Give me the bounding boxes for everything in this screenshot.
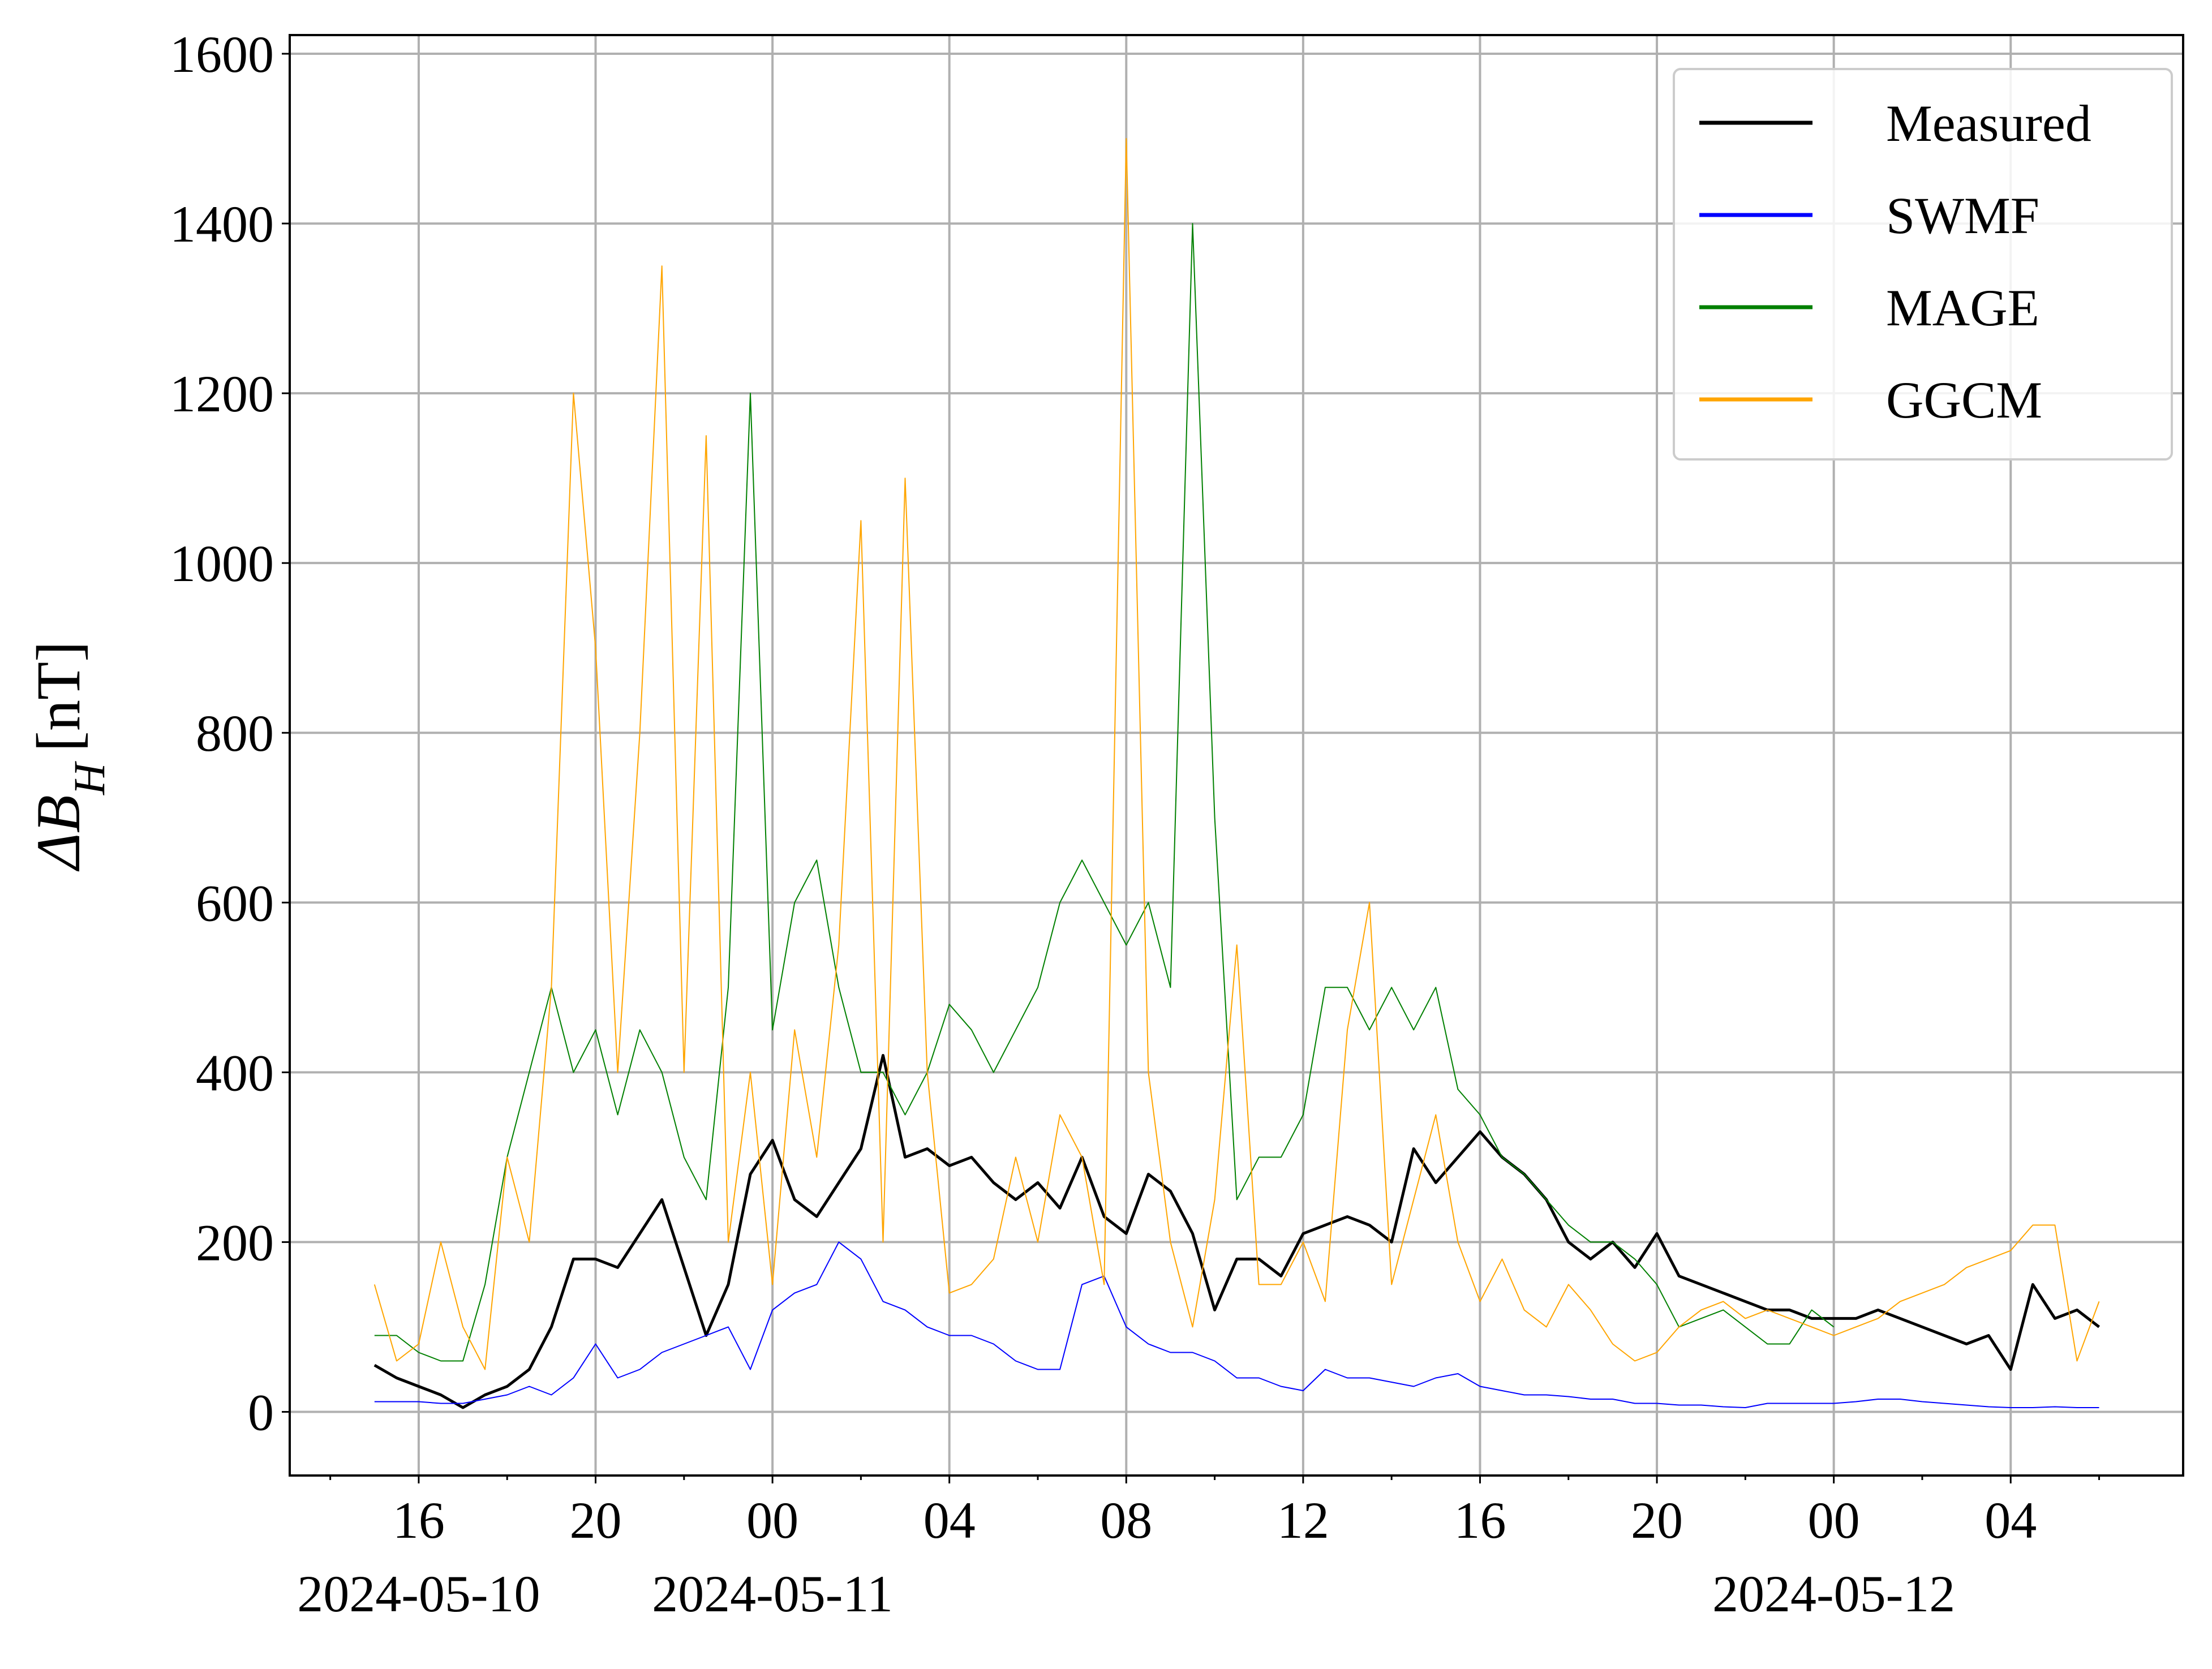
legend: Measured SWMF MAGE GGCM bbox=[1673, 68, 2173, 461]
y-axis-label: ΔBH [nT] bbox=[24, 641, 114, 872]
y-label-subscript: H bbox=[65, 761, 114, 795]
y-tick-label: 1000 bbox=[170, 535, 274, 592]
x-tick-label: 12 bbox=[1277, 1491, 1329, 1549]
x-tick-label: 00 bbox=[1808, 1491, 1860, 1549]
plot-frame bbox=[289, 34, 2184, 1477]
legend-label: GGCM bbox=[1886, 371, 2042, 429]
x-tick-label: 16 bbox=[1454, 1491, 1506, 1549]
y-tick-label: 0 bbox=[248, 1383, 274, 1441]
x-tick-label: 20 bbox=[1631, 1491, 1683, 1549]
legend-label: SWMF bbox=[1886, 187, 2039, 244]
x-date-label: 2024-05-12 bbox=[1712, 1565, 1955, 1623]
x-tick-label: 08 bbox=[1100, 1491, 1152, 1549]
legend-box bbox=[1673, 68, 2173, 461]
x-tick-label: 00 bbox=[746, 1491, 798, 1549]
x-tick-label: 20 bbox=[570, 1491, 622, 1549]
series-line bbox=[374, 1241, 2099, 1408]
y-label-unit: [nT] bbox=[24, 641, 93, 751]
y-tick-label: 400 bbox=[196, 1044, 274, 1102]
y-tick-label: 1400 bbox=[170, 195, 274, 253]
x-tick-label: 16 bbox=[393, 1491, 445, 1549]
x-tick-label: 04 bbox=[1985, 1491, 2037, 1549]
y-tick-label: 600 bbox=[196, 874, 274, 932]
y-tick-label: 1200 bbox=[170, 365, 274, 423]
x-date-label: 2024-05-11 bbox=[652, 1565, 893, 1623]
y-tick-label: 200 bbox=[196, 1214, 274, 1271]
y-tick-label: 1600 bbox=[170, 25, 274, 83]
series-line bbox=[373, 1053, 2101, 1409]
legend-label: Measured bbox=[1886, 94, 2091, 152]
x-tick-label: 04 bbox=[924, 1491, 976, 1549]
y-tick-label: 800 bbox=[196, 704, 274, 762]
x-date-label: 2024-05-10 bbox=[297, 1565, 540, 1623]
y-label-symbol: ΔB bbox=[24, 795, 93, 872]
series-line bbox=[374, 223, 1835, 1362]
series-line bbox=[373, 138, 2100, 1370]
legend-label: MAGE bbox=[1886, 279, 2039, 337]
